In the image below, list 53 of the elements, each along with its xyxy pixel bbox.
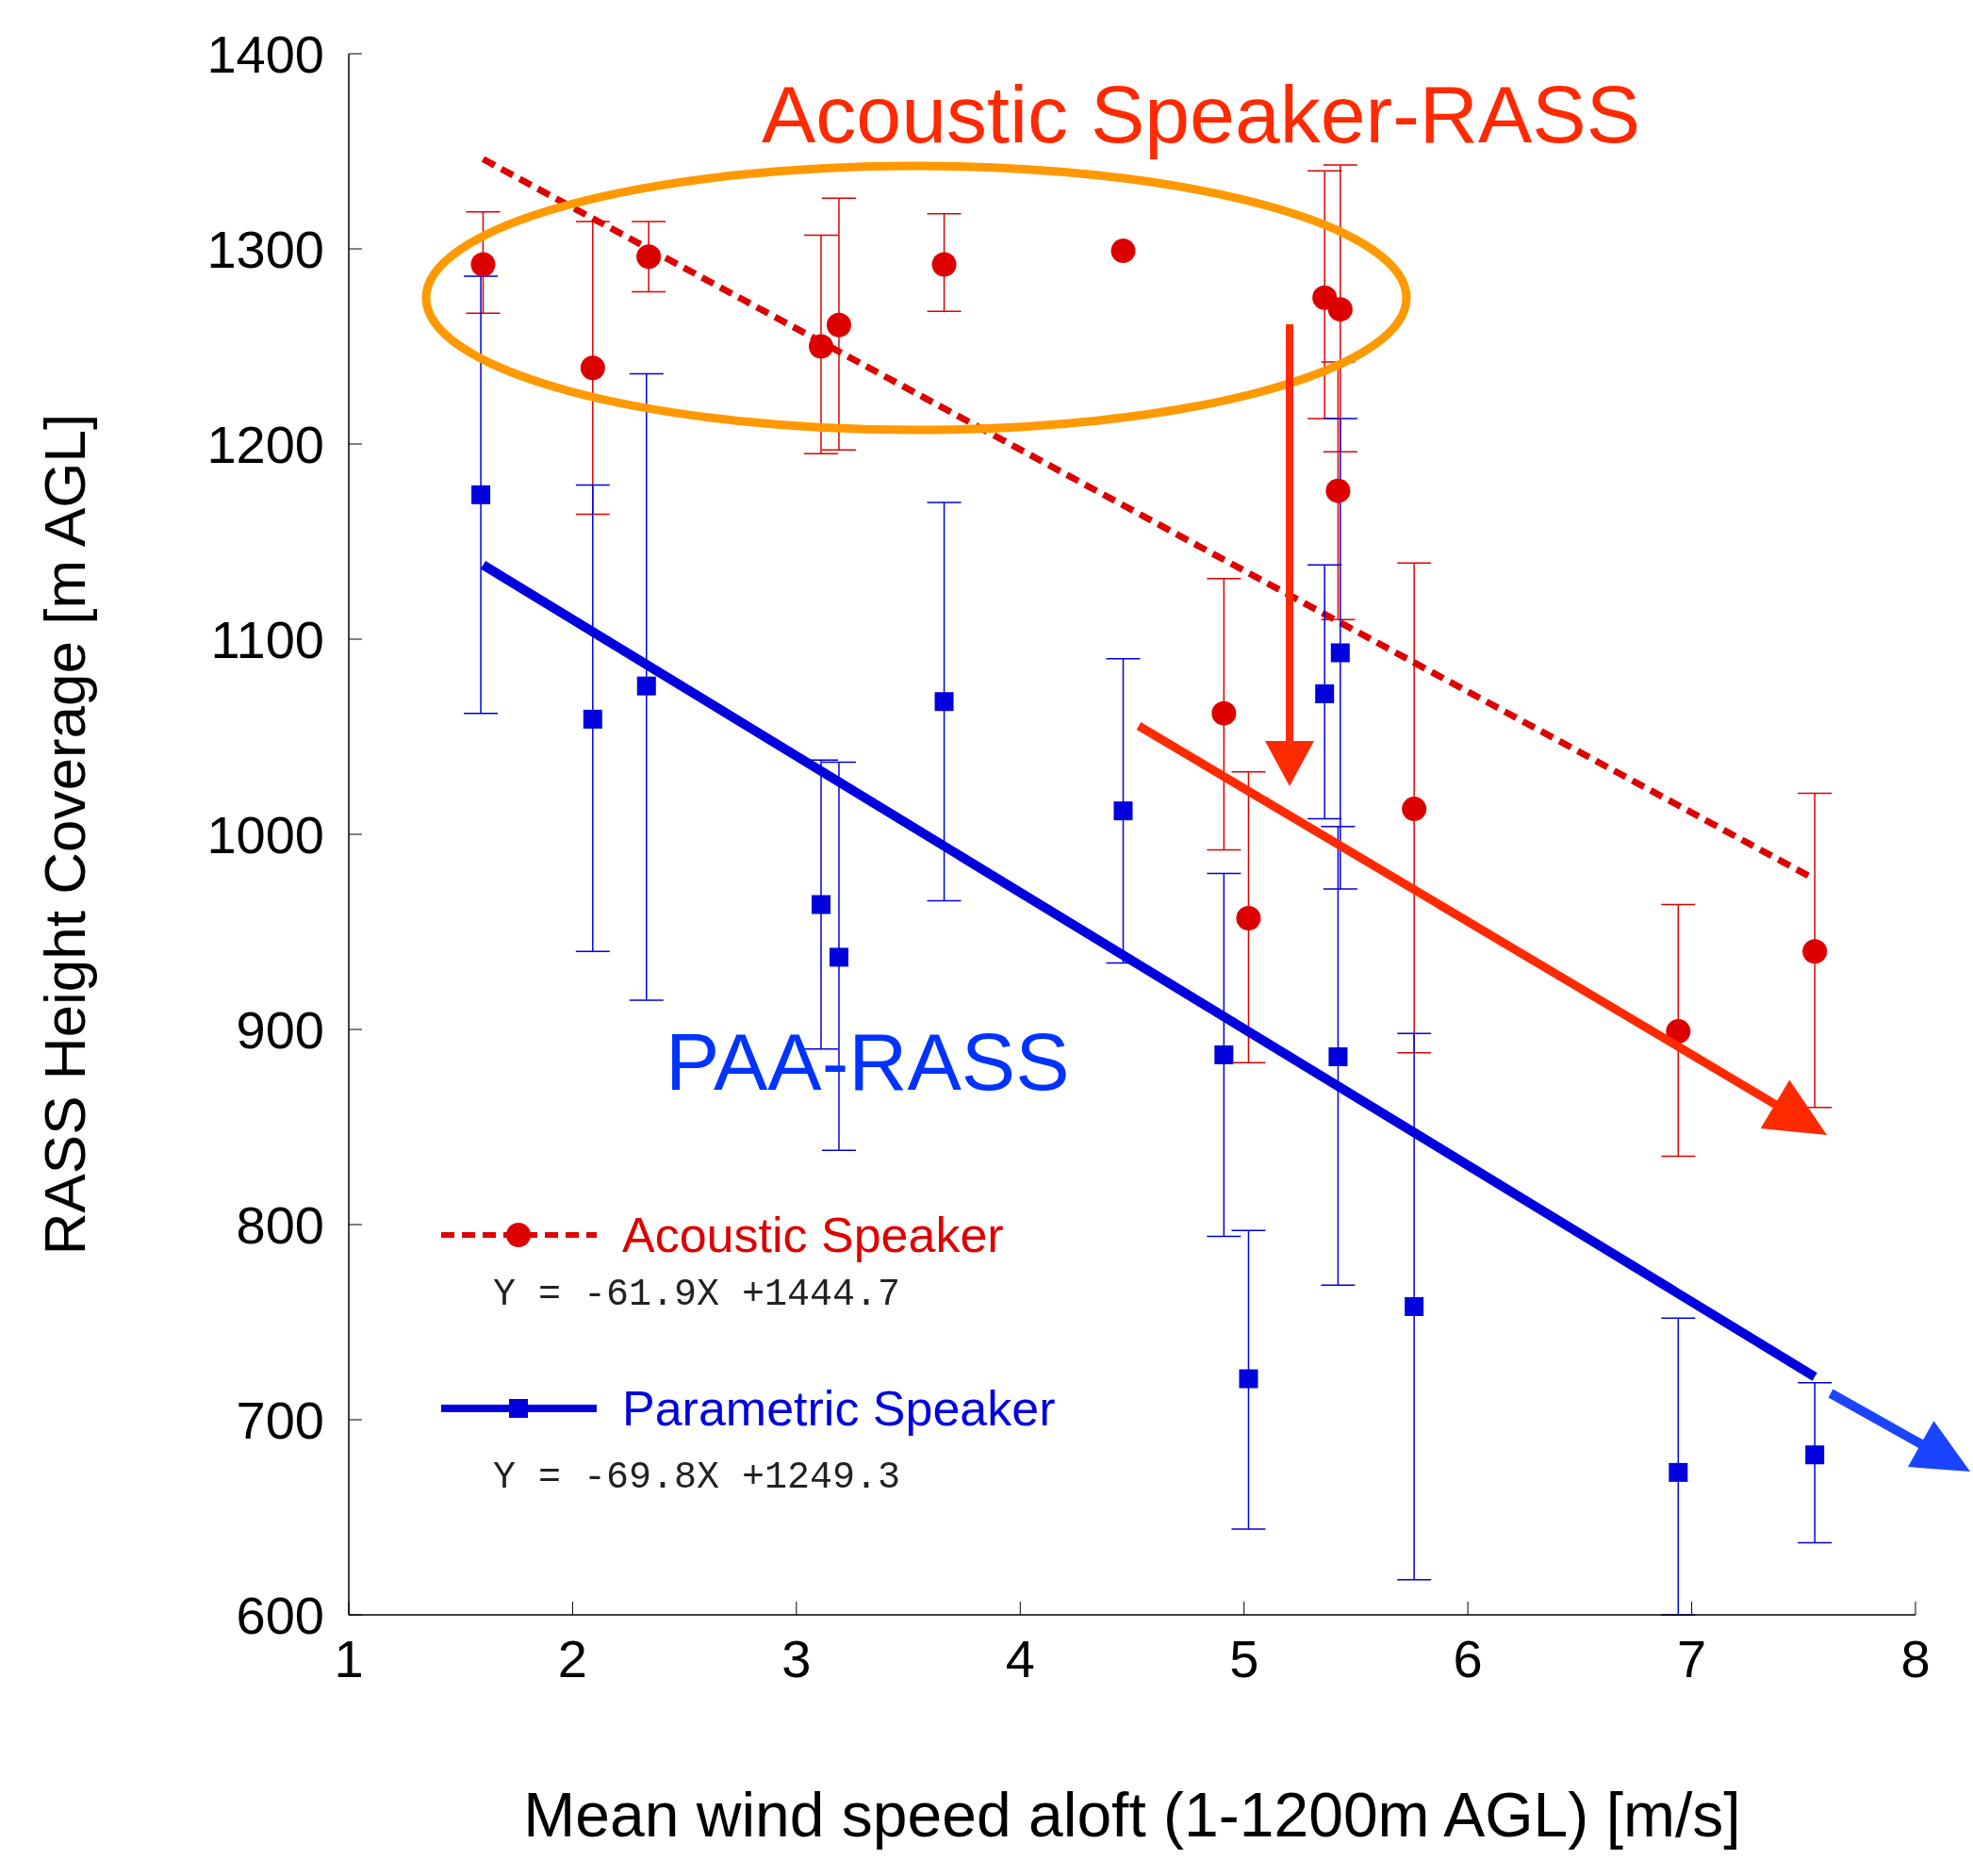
point: [1802, 939, 1828, 964]
point: [471, 485, 491, 504]
annotation: Y = -69.8X +1249.3: [493, 1456, 901, 1499]
point: [580, 355, 605, 381]
point: [1239, 1369, 1258, 1389]
point: [583, 709, 602, 729]
y-tick-label: 1200: [206, 414, 324, 474]
x-axis-title: Mean wind speed aloft (1-1200m AGL) [m/s]: [523, 1780, 1741, 1850]
x-tick-label: 4: [1005, 1628, 1035, 1688]
point: [1330, 643, 1350, 663]
point: [636, 676, 656, 696]
y-tick-label: 800: [236, 1194, 324, 1255]
point: [829, 947, 848, 967]
point: [826, 312, 851, 337]
point: [811, 895, 830, 914]
point: [1805, 1445, 1825, 1465]
y-tick-label: 1100: [210, 609, 324, 669]
x-tick-label: 3: [781, 1628, 812, 1688]
point: [1236, 906, 1261, 931]
point: [1211, 700, 1237, 726]
x-tick-label: 7: [1676, 1628, 1707, 1688]
point: [470, 252, 496, 277]
point: [1214, 1045, 1234, 1064]
annotation: Y = -61.9X +1444.7: [493, 1274, 901, 1316]
y-axis-title: RASS Height Coverage [m AGL]: [32, 413, 98, 1256]
point: [1402, 797, 1427, 822]
y-tick-label: 600: [236, 1585, 324, 1645]
point: [931, 252, 957, 277]
y-tick-label: 1000: [206, 804, 324, 864]
point: [1328, 1046, 1348, 1066]
point: [1110, 239, 1136, 264]
y-tick-label: 700: [236, 1390, 324, 1450]
x-tick-label: 2: [557, 1628, 588, 1688]
x-tick-label: 5: [1229, 1628, 1259, 1688]
y-tick-label: 1300: [206, 219, 324, 279]
y-tick-label: 900: [236, 999, 324, 1060]
point: [1327, 297, 1353, 322]
point: [1669, 1462, 1688, 1482]
x-tick-label: 8: [1900, 1628, 1931, 1688]
x-tick-label: 6: [1453, 1628, 1483, 1688]
point: [1315, 683, 1335, 703]
y-tick-label: 1400: [206, 24, 324, 84]
x-tick-label: 1: [334, 1628, 364, 1688]
point: [1666, 1019, 1691, 1045]
legend-label: Acoustic Speaker: [622, 1207, 1004, 1263]
annotation: Acoustic Speaker-RASS: [762, 69, 1641, 159]
point: [1113, 801, 1133, 821]
point: [636, 244, 662, 270]
point: [808, 334, 833, 359]
point: [934, 692, 954, 712]
point: [1325, 478, 1351, 503]
point: [1405, 1296, 1424, 1316]
legend-label: Parametric Speaker: [622, 1380, 1056, 1437]
